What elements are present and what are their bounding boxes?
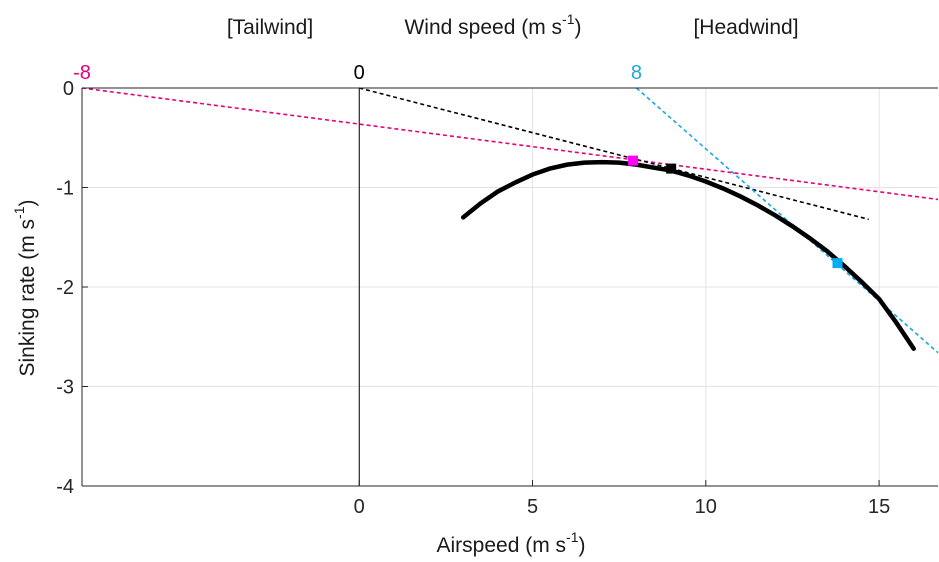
tangent-line [359,87,869,221]
y-axis-label: Sinking rate (m s-1) [11,199,39,376]
y-tick-labels: 0 -1 -2 -3 -4 [56,78,74,498]
x-axis-label: Airspeed (m s-1) [437,529,586,557]
y-tick-label: -1 [56,178,74,200]
y-tick-label: 0 [63,78,74,100]
top-left-label: [Tailwind] [227,16,313,39]
top-right-label: [Headwind] [693,16,798,39]
x-tick-labels: 0 5 10 15 [354,496,891,518]
x-tick-label: 10 [695,496,717,518]
marker-point [666,163,677,174]
top-tick-labels: -8 0 8 [73,62,642,84]
y-tick-label: -3 [56,377,74,399]
marker-point [628,155,639,166]
y-tick-label: -2 [56,277,74,299]
x-tick-label: 5 [527,496,538,518]
top-tick-label: -8 [73,62,91,84]
axes-frame [81,87,938,487]
marker-point [832,258,843,269]
tangent-line [81,87,939,201]
top-tick-label: 8 [631,62,642,84]
tangent-line [635,87,939,354]
y-tick-label: -4 [56,476,74,498]
markers [628,155,843,269]
top-axis-title: Wind speed (m s-1) [404,11,581,39]
grid-lines [82,87,938,487]
top-tick-label: 0 [354,62,365,84]
x-tick-label: 15 [868,496,890,518]
x-tick-label: 0 [354,496,365,518]
polar-curve-line [460,159,916,351]
tangent-lines [81,87,939,354]
